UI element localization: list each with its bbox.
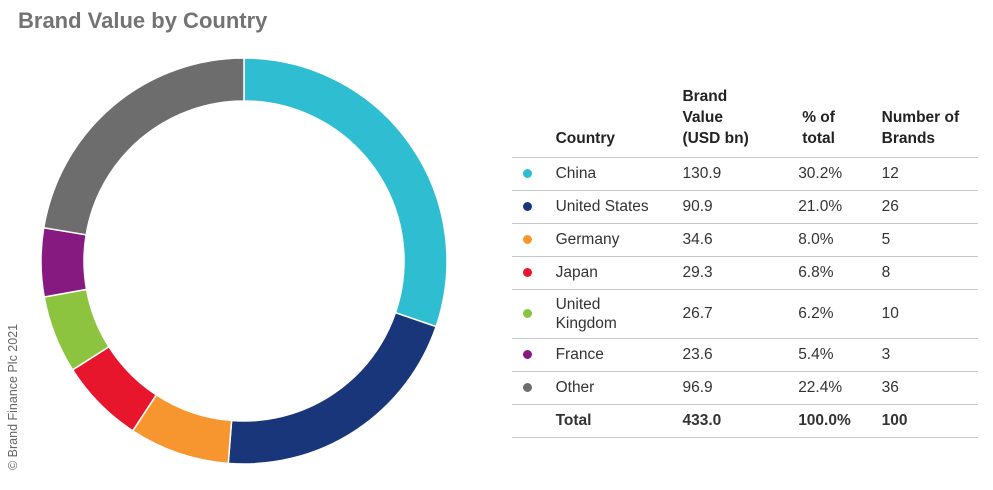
country-name: United States [555,190,683,224]
total-brands: 100 [881,404,978,438]
legend-dot-france [523,350,532,360]
donut-slice-china [243,57,448,328]
percent-total: 5.4% [798,338,882,372]
table-row-united-states: United States 90.9 21.0% 26 [512,190,978,224]
brand-value-table: Country Brand Value (USD bn) % of total … [512,86,978,438]
header-number-of-brands: Number of Brands [881,109,960,147]
percent-total: 21.0% [798,190,882,224]
brand-count: 8 [881,256,978,290]
brand-count: 36 [881,371,978,405]
chart-title: Brand Value by Country [18,8,268,33]
brand-count: 5 [881,223,978,257]
table-row-china: China 130.9 30.2% 12 [512,157,978,191]
country-name: Japan [555,256,683,290]
legend-dot-japan [523,268,532,278]
legend-dot-germany [523,235,532,245]
brand-value: 29.3 [682,256,799,290]
table-row-france: France 23.6 5.4% 3 [512,338,978,372]
total-value: 433.0 [682,404,799,438]
country-name: China [555,157,683,191]
percent-total: 6.8% [798,256,882,290]
brand-count: 12 [881,157,978,191]
percent-total: 8.0% [798,223,882,257]
table-header-row: Country Brand Value (USD bn) % of total … [512,86,978,158]
table-row-germany: Germany 34.6 8.0% 5 [512,223,978,257]
brand-value: 23.6 [682,338,799,372]
header-percent-total: % of total [802,109,835,147]
brand-value: 34.6 [682,223,799,257]
brand-value: 90.9 [682,190,799,224]
legend-dot-united-states [523,202,532,212]
legend-dot-china [523,169,532,179]
total-label: Total [555,404,683,438]
donut-chart [40,57,448,465]
brand-value: 130.9 [682,157,799,191]
donut-slice-other [42,57,245,236]
header-country: Country [555,130,615,147]
country-name: Other [555,371,683,405]
total-percent: 100.0% [798,404,882,438]
percent-total: 30.2% [798,157,882,191]
brand-count: 10 [881,289,978,339]
donut-slice-france [40,226,88,298]
percent-total: 6.2% [798,289,882,339]
header-brand-value: Brand Value (USD bn) [682,88,749,147]
donut-slice-united-states [227,311,438,465]
brand-count: 3 [881,338,978,372]
legend-dot-united-kingdom [523,309,532,319]
brand-count: 26 [881,190,978,224]
country-name: United Kingdom [555,289,683,339]
table-row-united-kingdom: United Kingdom 26.7 6.2% 10 [512,289,978,339]
brand-value: 26.7 [682,289,799,339]
percent-total: 22.4% [798,371,882,405]
country-name: Germany [555,223,683,257]
brand-value: 96.9 [682,371,799,405]
country-name: France [555,338,683,372]
table-row-other: Other 96.9 22.4% 36 [512,371,978,405]
legend-dot-other [523,383,532,393]
table-row-japan: Japan 29.3 6.8% 8 [512,256,978,290]
table-row-total: Total 433.0 100.0% 100 [512,404,978,438]
